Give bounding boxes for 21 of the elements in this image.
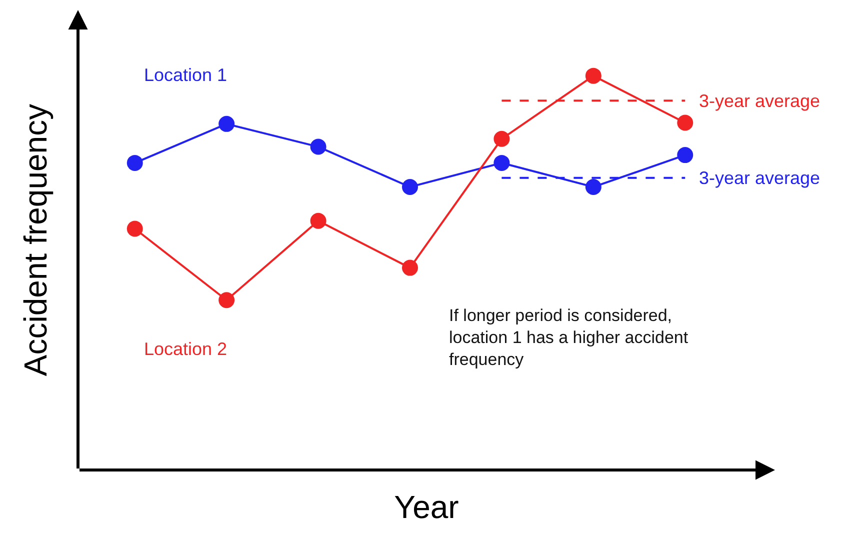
annotation: If longer period is considered, location 1 has a higher accident frequency <box>449 306 688 370</box>
point <box>218 116 235 132</box>
point <box>585 68 602 84</box>
x-axis-title: Year <box>394 488 460 525</box>
point <box>126 154 143 171</box>
series-label: Location 1 <box>144 65 228 85</box>
point <box>494 154 510 171</box>
series-label: Location 2 <box>144 339 228 359</box>
point <box>310 138 326 155</box>
point <box>310 212 326 229</box>
y-axis-title: Accident frequency <box>17 104 54 376</box>
series-label: 3-year average <box>699 168 820 188</box>
point <box>402 178 418 195</box>
point <box>677 147 694 164</box>
series-label: 3-year average <box>699 91 820 111</box>
point <box>218 292 235 308</box>
point <box>494 130 510 147</box>
point <box>402 260 418 276</box>
point <box>677 114 694 131</box>
point <box>126 220 143 237</box>
point <box>585 178 602 195</box>
